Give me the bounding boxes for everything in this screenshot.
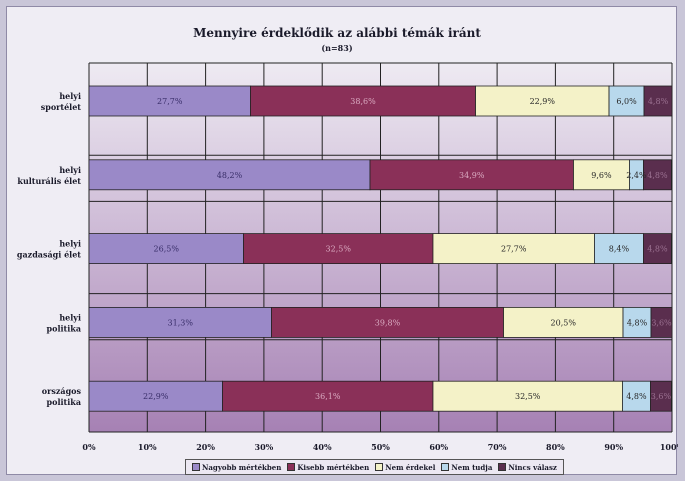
legend-label: Nem tudja xyxy=(451,462,493,472)
category-label: kulturális élet xyxy=(17,176,81,186)
category-label: helyi xyxy=(59,91,81,101)
data-label: 3,6% xyxy=(651,318,672,327)
category-label: gazdasági élet xyxy=(17,250,81,260)
data-label: 22,9% xyxy=(143,392,169,401)
data-label: 6,0% xyxy=(616,97,637,106)
x-tick-label: 60% xyxy=(429,442,448,452)
legend-swatch xyxy=(498,463,507,471)
bar-segment xyxy=(250,85,476,117)
category-label: helyi xyxy=(59,239,81,249)
bar-segment xyxy=(643,233,672,265)
data-label: 32,5% xyxy=(515,392,541,401)
legend-item: Nem tudja xyxy=(441,463,492,472)
category-label: helyi xyxy=(59,165,81,175)
data-label: 27,7% xyxy=(501,245,527,254)
x-tick-label: 20% xyxy=(196,442,215,452)
legend-label: Kisebb mértékben xyxy=(297,462,370,472)
data-label: 34,9% xyxy=(459,171,485,180)
data-label: 38,6% xyxy=(350,97,376,106)
data-label: 4,8% xyxy=(626,392,647,401)
category-label: politika xyxy=(47,323,81,333)
data-label: 36,1% xyxy=(315,392,341,401)
x-tick-label: 90% xyxy=(604,442,623,452)
data-label: 3,6% xyxy=(651,392,672,401)
category-label: politika xyxy=(47,397,81,407)
data-label: 20,5% xyxy=(551,318,577,327)
x-tick-label: 0% xyxy=(82,442,96,452)
data-label: 2,4% xyxy=(626,171,647,180)
bar-segment xyxy=(88,233,244,265)
data-label: 39,8% xyxy=(375,318,401,327)
bar-segment xyxy=(271,306,504,338)
legend-label: Nagyobb mértékben xyxy=(202,462,282,472)
bar-segment xyxy=(650,306,673,338)
stacked-bar-chart: Mennyire érdeklődik az alábbi témák irán… xyxy=(17,26,678,452)
legend-swatch xyxy=(441,463,450,471)
legend-item: Nincs válasz xyxy=(498,463,557,472)
legend-item: Kisebb mértékben xyxy=(287,463,369,472)
legend: Nagyobb mértékben Kisebb mértékben Nem érd… xyxy=(185,459,564,475)
category-label: országos xyxy=(42,386,82,396)
data-label: 26,5% xyxy=(154,245,180,254)
bar-segment xyxy=(432,233,595,265)
segment-labels: 27,7% 38,6% 22,9% 6,0% 4,8% 48,2% 34,9% 9,6% 2,4… xyxy=(143,97,672,401)
legend-swatch xyxy=(287,463,296,471)
data-label: 22,9% xyxy=(530,97,556,106)
bar-segment xyxy=(88,306,272,338)
bar-segment xyxy=(643,85,673,117)
chart-subtitle: (n=83) xyxy=(321,43,352,53)
chart-frame: Mennyire érdeklődik az alábbi témák irán… xyxy=(6,6,678,475)
legend-item: Nem érdekel xyxy=(375,463,435,472)
data-label: 4,8% xyxy=(627,318,648,327)
data-label: 4,8% xyxy=(647,245,668,254)
x-tick-label: 70% xyxy=(488,442,507,452)
x-tick-label: 10% xyxy=(138,442,157,452)
x-tick-label: 80% xyxy=(546,442,565,452)
bar-segments xyxy=(88,85,673,412)
x-tick-labels: 0% 10% 20% 30% 40% 50% 60% 70% 80% 90% 100% xyxy=(82,442,678,452)
bar-segment xyxy=(88,159,371,191)
data-label: 9,6% xyxy=(591,171,612,180)
bar-segment xyxy=(243,233,434,265)
bar-segment xyxy=(503,306,624,338)
data-label: 8,4% xyxy=(609,245,630,254)
x-tick-label: 50% xyxy=(371,442,390,452)
data-label: 48,2% xyxy=(217,171,243,180)
chart-title: Mennyire érdeklődik az alábbi témák irán… xyxy=(193,26,481,40)
bar-segment xyxy=(594,233,644,265)
bar-segment xyxy=(222,380,434,412)
category-label: helyi xyxy=(59,312,81,322)
bar-segment xyxy=(650,380,672,412)
legend-swatch xyxy=(192,463,200,471)
data-label: 4,8% xyxy=(647,171,668,180)
x-tick-label: 100% xyxy=(660,442,678,452)
bar-segment xyxy=(608,85,645,117)
x-tick-label: 40% xyxy=(313,442,332,452)
x-tick-label: 30% xyxy=(255,442,274,452)
data-label: 4,8% xyxy=(648,97,669,106)
bar-segment xyxy=(88,85,251,117)
data-label: 31,3% xyxy=(168,318,194,327)
data-label: 32,5% xyxy=(326,245,352,254)
bar-segment xyxy=(88,380,223,412)
data-label: 27,7% xyxy=(157,97,183,106)
legend-label: Nincs válasz xyxy=(508,462,557,472)
bar-segment xyxy=(475,85,610,117)
category-label: sportélet xyxy=(41,102,82,112)
bar-segment xyxy=(369,159,574,191)
bar-segment xyxy=(573,159,630,191)
legend-item: Nagyobb mértékben xyxy=(192,463,281,472)
legend-label: Nem érdekel xyxy=(385,462,436,472)
bar-segment xyxy=(643,159,672,191)
legend-swatch xyxy=(375,463,384,471)
